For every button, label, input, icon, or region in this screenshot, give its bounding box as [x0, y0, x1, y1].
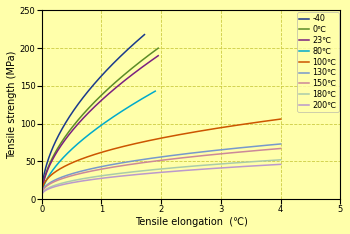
- 23℃: [124, 78, 128, 80]
- 130℃: [68, 173, 72, 176]
- 180℃: [279, 158, 283, 161]
- 180℃: [40, 194, 44, 197]
- 23℃: [156, 54, 160, 57]
- 200℃: [190, 168, 194, 171]
- 100℃: [213, 127, 217, 130]
- 180℃: [118, 172, 122, 175]
- Line: 0℃: 0℃: [42, 48, 158, 194]
- -40: [80, 97, 84, 100]
- Y-axis label: Tensile strength (MPa): Tensile strength (MPa): [7, 51, 17, 159]
- -40: [73, 107, 77, 110]
- -40: [114, 59, 119, 62]
- 130℃: [134, 159, 139, 162]
- 150℃: [68, 175, 72, 177]
- 100℃: [40, 192, 44, 195]
- 80℃: [111, 116, 115, 118]
- 80℃: [40, 193, 44, 196]
- 200℃: [68, 182, 72, 184]
- 150℃: [40, 193, 44, 196]
- 80℃: [121, 109, 126, 111]
- 180℃: [213, 163, 217, 166]
- 0℃: [113, 81, 117, 84]
- 100℃: [134, 142, 139, 145]
- -40: [104, 69, 108, 72]
- 100℃: [279, 118, 283, 121]
- 180℃: [134, 170, 139, 173]
- 80℃: [53, 165, 57, 168]
- 150℃: [118, 165, 122, 168]
- -40: [52, 143, 56, 146]
- 0℃: [54, 150, 58, 153]
- -40: [142, 33, 147, 36]
- 130℃: [190, 152, 194, 154]
- 200℃: [134, 173, 139, 176]
- 200℃: [279, 163, 283, 166]
- Line: 130℃: 130℃: [42, 144, 281, 195]
- 100℃: [68, 162, 72, 165]
- Line: 180℃: 180℃: [42, 160, 281, 196]
- 200℃: [212, 167, 216, 170]
- 130℃: [212, 149, 216, 152]
- 130℃: [118, 162, 122, 165]
- X-axis label: Tensile elongation  (℃): Tensile elongation (℃): [135, 217, 247, 227]
- 100℃: [118, 146, 122, 149]
- 80℃: [85, 135, 89, 138]
- 23℃: [78, 121, 82, 124]
- 150℃: [212, 153, 216, 156]
- 23℃: [54, 152, 58, 155]
- 0℃: [156, 47, 160, 50]
- 200℃: [118, 175, 122, 178]
- 0℃: [86, 108, 90, 110]
- 80℃: [153, 90, 158, 93]
- 180℃: [212, 163, 216, 166]
- 23℃: [124, 78, 128, 81]
- 100℃: [190, 131, 194, 134]
- 80℃: [77, 142, 81, 144]
- 23℃: [86, 112, 90, 115]
- Line: -40: -40: [42, 35, 145, 194]
- Line: 200℃: 200℃: [42, 164, 281, 196]
- 180℃: [190, 165, 194, 168]
- 0℃: [78, 117, 82, 120]
- 0℃: [124, 72, 128, 75]
- 150℃: [190, 155, 194, 158]
- Line: 80℃: 80℃: [42, 91, 155, 194]
- 100℃: [212, 127, 216, 130]
- -40: [40, 192, 44, 195]
- Line: 23℃: 23℃: [42, 56, 158, 194]
- 150℃: [213, 153, 217, 156]
- 0℃: [40, 193, 44, 195]
- 130℃: [40, 193, 44, 196]
- Legend: -40, 0℃, 23℃, 80℃, 100℃, 130℃, 150℃, 180℃, 200℃: -40, 0℃, 23℃, 80℃, 100℃, 130℃, 150℃, 180…: [297, 12, 339, 112]
- 200℃: [213, 167, 217, 170]
- 0℃: [124, 71, 128, 74]
- 23℃: [40, 193, 44, 195]
- 180℃: [68, 180, 72, 183]
- 23℃: [113, 87, 117, 90]
- 200℃: [40, 194, 44, 197]
- 150℃: [134, 162, 139, 165]
- Line: 150℃: 150℃: [42, 149, 281, 195]
- 80℃: [122, 108, 126, 111]
- 150℃: [279, 147, 283, 150]
- 130℃: [213, 149, 217, 152]
- -40: [114, 59, 118, 62]
- 130℃: [279, 143, 283, 145]
- Line: 100℃: 100℃: [42, 119, 281, 194]
